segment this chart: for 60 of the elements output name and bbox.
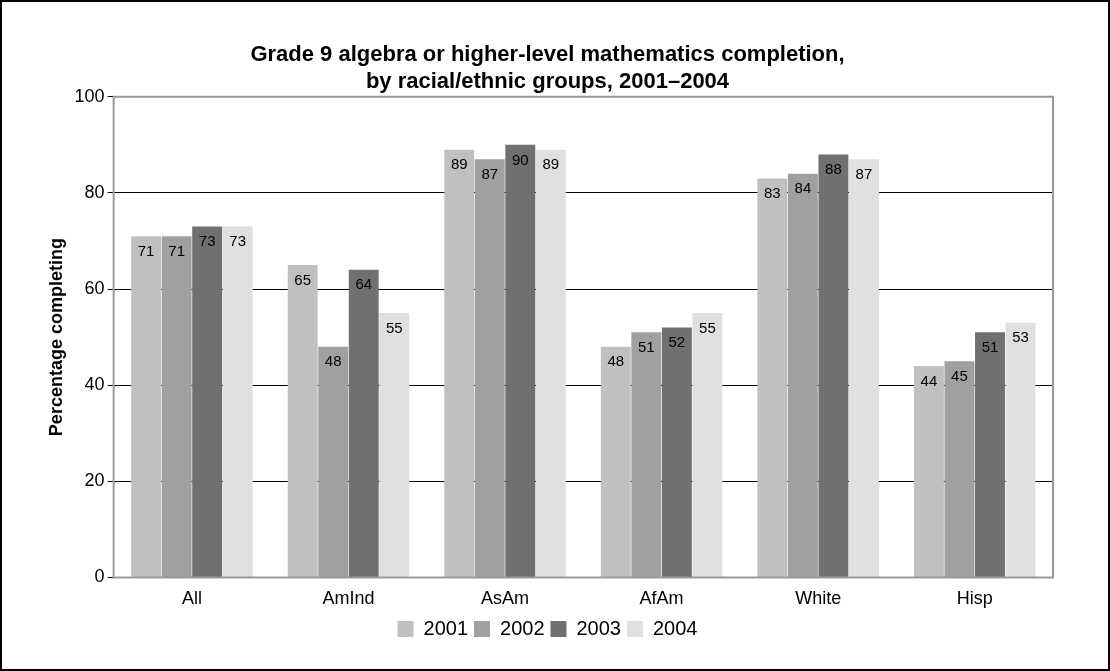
bar [287,265,318,577]
data-label: 87 [855,164,873,182]
data-label: 84 [794,179,812,197]
data-label: 65 [294,270,312,288]
data-label: 48 [324,352,342,370]
bar [818,154,849,577]
data-label: 48 [607,352,625,370]
bar [222,226,253,577]
legend-label: 2001 [423,616,469,639]
legend-label: 2004 [652,616,698,639]
data-label: 55 [385,318,403,336]
data-label: 71 [137,241,155,259]
y-tick-label: 80 [84,181,105,202]
bar [913,365,944,577]
data-label: 51 [637,337,655,355]
bar [848,159,879,577]
x-tick-label: Hisp [956,588,993,609]
y-tick-label: 100 [74,85,105,106]
bar [131,236,162,577]
x-tick-label: All [181,588,202,609]
bar [1005,322,1036,577]
data-label: 89 [450,155,468,173]
legend-label: 2002 [500,616,545,639]
bar [692,313,723,577]
data-label: 83 [764,184,781,202]
x-tick-label: AmInd [322,588,375,609]
data-label: 88 [825,160,842,178]
data-label: 44 [920,371,938,389]
y-axis-title: Percentage completing [45,238,66,437]
legend-label: 2003 [576,616,621,639]
bar [379,313,410,577]
x-tick-label: AfAm [639,588,684,609]
data-label: 73 [229,232,247,250]
chart-title: Grade 9 algebra or higher-level mathematics completion, by racial/ethnic groups, 2001–2004 [250,41,845,93]
y-tick-label: 60 [84,278,105,299]
x-tick-label: White [795,588,842,609]
y-tick-label: 20 [84,470,105,491]
bar [505,144,536,577]
bar [661,327,692,577]
data-label: 52 [668,333,686,351]
y-tick-label: 0 [94,566,105,587]
data-label: 90 [511,150,529,168]
x-tick-label: AsAm [481,588,530,609]
bar [600,346,631,577]
data-label: 71 [168,241,185,259]
y-tick-label: 40 [84,374,105,395]
data-label: 87 [481,164,499,182]
data-label: 73 [198,232,216,250]
data-label: 55 [699,318,716,336]
bar [444,149,475,577]
data-label: 51 [981,337,999,355]
data-label: 64 [355,275,373,293]
bar [975,332,1005,577]
bar [348,269,379,577]
data-label: 45 [951,366,968,384]
bar [535,149,566,577]
data-label: 89 [542,155,560,173]
bar [757,178,788,577]
data-label: 53 [1012,328,1029,346]
bar [192,226,223,577]
